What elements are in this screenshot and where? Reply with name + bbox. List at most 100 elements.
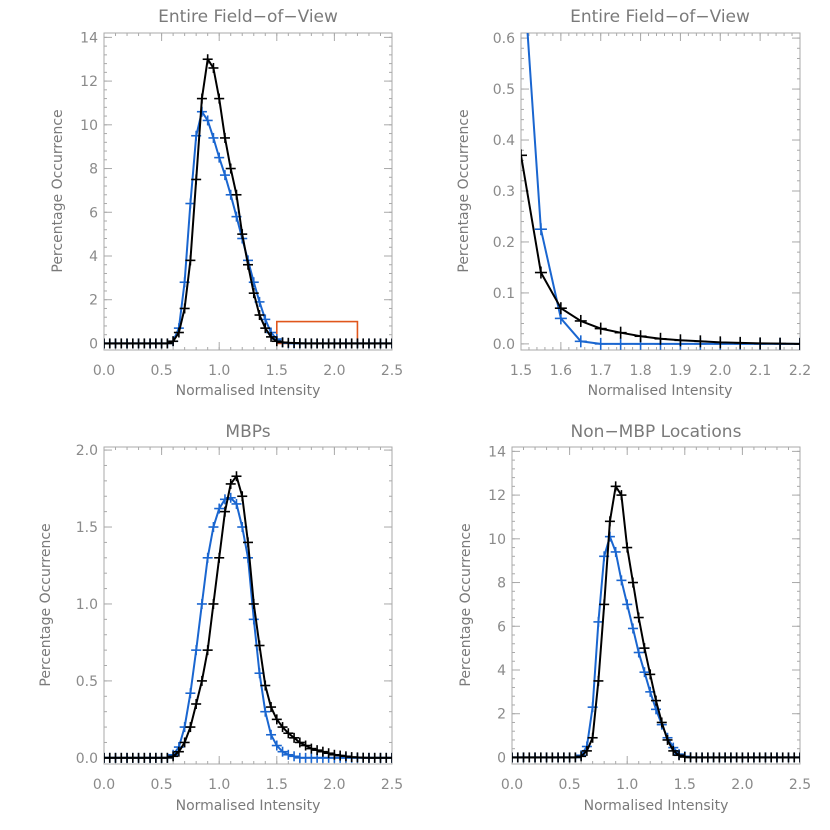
series-blue (104, 106, 392, 349)
x-axis-label: Normalised Intensity (176, 383, 321, 399)
series-line (521, 155, 800, 345)
data-point-marker (581, 745, 592, 756)
y-tick-label: 12 (488, 488, 506, 504)
y-tick-label: 0.4 (493, 133, 515, 149)
data-point-marker (662, 734, 673, 745)
x-tick-label: 2.0 (709, 363, 731, 379)
series-black (104, 54, 392, 349)
data-point-marker (714, 336, 727, 349)
data-point-marker (534, 223, 547, 236)
data-point-marker (162, 338, 173, 349)
x-tick-label: 2.0 (323, 777, 345, 793)
data-point-marker (289, 732, 300, 743)
series-blue (104, 492, 392, 763)
data-point-marker (185, 722, 196, 733)
data-point-marker (312, 745, 323, 756)
data-point-marker (694, 335, 707, 348)
y-tick-label: 0.2 (493, 235, 515, 251)
series-line (104, 56, 392, 345)
x-tick-label: 0.0 (501, 777, 523, 793)
x-tick-label: 0.5 (150, 777, 172, 793)
data-point-marker (387, 752, 392, 763)
data-point-marker (283, 749, 294, 760)
data-point-marker (594, 337, 607, 350)
x-tick-label: 1.0 (208, 363, 230, 379)
data-point-marker (300, 740, 311, 751)
data-point-marker (248, 277, 259, 288)
x-tick-label: 2.0 (323, 363, 345, 379)
data-point-marker (185, 255, 196, 266)
y-tick-label: 14 (488, 444, 506, 460)
data-point-marker (576, 751, 587, 762)
x-tick-label: 1.0 (208, 777, 230, 793)
data-point-marker (214, 152, 225, 163)
x-tick-label: 1.0 (616, 777, 638, 793)
data-point-marker (196, 598, 207, 609)
chart-title: MBPs (225, 422, 270, 442)
chart-title: Entire Field−of−View (570, 7, 750, 27)
series-line (104, 473, 392, 759)
data-point-marker (317, 746, 328, 757)
data-point-marker (260, 706, 271, 717)
x-tick-label: 2.5 (789, 777, 811, 793)
data-point-marker (231, 471, 242, 482)
data-point-marker (219, 506, 230, 517)
data-point-marker (610, 546, 621, 557)
y-tick-label: 1.5 (76, 520, 98, 536)
y-tick-label: 0.0 (76, 751, 98, 767)
data-point-marker (656, 717, 667, 728)
data-point-marker (306, 743, 317, 754)
data-point-marker (214, 503, 225, 514)
y-tick-label: 0.6 (493, 31, 515, 47)
data-point-marker (587, 732, 598, 743)
panel-mbps: MBPs Normalised Intensity Percentage Occ… (38, 422, 403, 814)
data-point-marker (674, 334, 687, 347)
x-tick-label: 2.0 (731, 777, 753, 793)
data-point-marker (260, 323, 271, 334)
data-point-marker (208, 62, 219, 73)
x-tick-label: 1.9 (669, 363, 691, 379)
data-point-marker (185, 688, 196, 699)
series-black (512, 481, 800, 763)
data-point-marker (574, 335, 587, 348)
data-point-marker (168, 751, 179, 762)
y-tick-label: 0.1 (493, 286, 515, 302)
data-point-marker (243, 259, 253, 270)
data-point-marker (614, 326, 627, 339)
x-tick-label: 1.5 (266, 363, 288, 379)
data-point-marker (271, 714, 282, 725)
data-point-marker (225, 163, 236, 174)
x-tick-label: 2.1 (749, 363, 771, 379)
data-point-marker (610, 481, 621, 492)
plot-frame (103, 32, 393, 351)
data-point-marker (639, 667, 650, 678)
x-axis-label: Normalised Intensity (584, 798, 729, 814)
data-point-marker (654, 332, 667, 345)
x-tick-label: 1.7 (590, 363, 612, 379)
data-point-marker (260, 680, 271, 691)
series-line (512, 483, 800, 759)
data-point-marker (570, 752, 581, 763)
x-tick-label: 1.5 (510, 363, 532, 379)
x-tick-label: 0.5 (558, 777, 580, 793)
data-point-marker (231, 189, 242, 200)
data-point-marker (173, 327, 184, 338)
data-point-marker (214, 552, 225, 563)
x-tick-label: 0.0 (93, 363, 115, 379)
data-point-marker (754, 337, 767, 350)
data-point-marker (594, 322, 607, 335)
y-tick-label: 4 (497, 663, 506, 679)
data-point-marker (521, 149, 527, 162)
data-point-marker (599, 599, 610, 610)
y-tick-label: 1.0 (76, 597, 98, 613)
data-point-marker (633, 612, 644, 623)
data-point-marker (254, 310, 265, 321)
y-tick-label: 2 (497, 707, 506, 723)
data-point-marker (734, 336, 747, 349)
data-point-marker (674, 750, 685, 761)
y-tick-label: 8 (89, 162, 98, 178)
data-point-marker (266, 729, 277, 740)
data-point-marker (191, 645, 202, 656)
data-point-marker (294, 737, 305, 748)
